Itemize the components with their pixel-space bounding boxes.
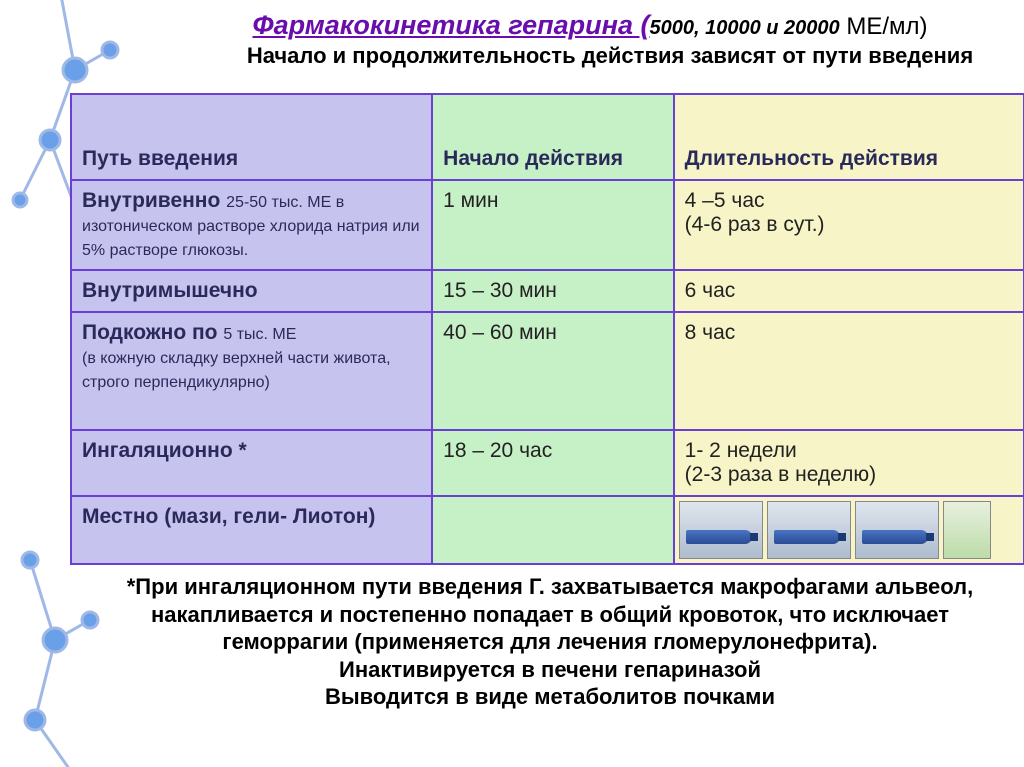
page-title: Фармакокинетика гепарина (5000, 10000 и … (160, 10, 1020, 41)
table-row: Подкожно по 5 тыс. МЕ(в кожную складку в… (71, 312, 1024, 430)
footnote-line1: *При ингаляционном пути введения Г. захв… (110, 573, 990, 656)
product-images-row (679, 501, 1019, 559)
header-route: Путь введения (71, 94, 432, 180)
cell-duration: 8 час (674, 312, 1024, 430)
cell-duration: 6 час (674, 270, 1024, 312)
footnote-line2: Инактивируется в печени гепариназой (110, 656, 990, 684)
footnote: *При ингаляционном пути введения Г. захв… (50, 573, 1020, 711)
page-subtitle: Начало и продолжительность действия зави… (200, 43, 1020, 69)
cell-onset: 1 мин (432, 180, 674, 270)
cell-route: Ингаляционно * (71, 430, 432, 496)
cell-route: Местно (мази, гели- Лиотон) (71, 496, 432, 564)
table-row: Местно (мази, гели- Лиотон) (71, 496, 1024, 564)
title-doses: 5000, 10000 и 20000 (649, 17, 839, 39)
title-units: МЕ/мл) (840, 13, 928, 40)
cell-onset: 15 – 30 мин (432, 270, 674, 312)
header-duration: Длительность действия (674, 94, 1024, 180)
footnote-line3: Выводится в виде метаболитов почками (110, 683, 990, 711)
cell-onset: 18 – 20 час (432, 430, 674, 496)
route-main: Подкожно по (82, 321, 223, 344)
product-thumbnail (855, 501, 939, 559)
cell-duration: 4 –5 час(4-6 раз в сут.) (674, 180, 1024, 270)
table-row: Ингаляционно * 18 – 20 час1- 2 недели(2-3… (71, 430, 1024, 496)
cell-duration: 1- 2 недели(2-3 раза в неделю) (674, 430, 1024, 496)
product-thumbnail (679, 501, 763, 559)
route-main: Ингаляционно * (82, 439, 247, 462)
header-onset: Начало действия (432, 94, 674, 180)
title-main: Фармакокинетика гепарина ( (252, 10, 649, 40)
route-main: Внутримышечно (82, 279, 258, 302)
table-row: Внутримышечно 15 – 30 мин6 час (71, 270, 1024, 312)
product-thumbnail (767, 501, 851, 559)
pharmacokinetics-table: Путь введения Начало действия Длительнос… (70, 93, 1024, 565)
cell-route: Внутримышечно (71, 270, 432, 312)
product-thumbnail (943, 501, 991, 559)
cell-route: Подкожно по 5 тыс. МЕ(в кожную складку в… (71, 312, 432, 430)
route-main: Внутривенно (82, 189, 226, 212)
cell-duration (674, 496, 1024, 564)
cell-route: Внутривенно 25-50 тыс. МЕ в изотоническо… (71, 180, 432, 270)
cell-onset: 40 – 60 мин (432, 312, 674, 430)
route-main: Местно (мази, гели- Лиотон) (82, 505, 375, 528)
table-row: Внутривенно 25-50 тыс. МЕ в изотоническо… (71, 180, 1024, 270)
cell-onset (432, 496, 674, 564)
